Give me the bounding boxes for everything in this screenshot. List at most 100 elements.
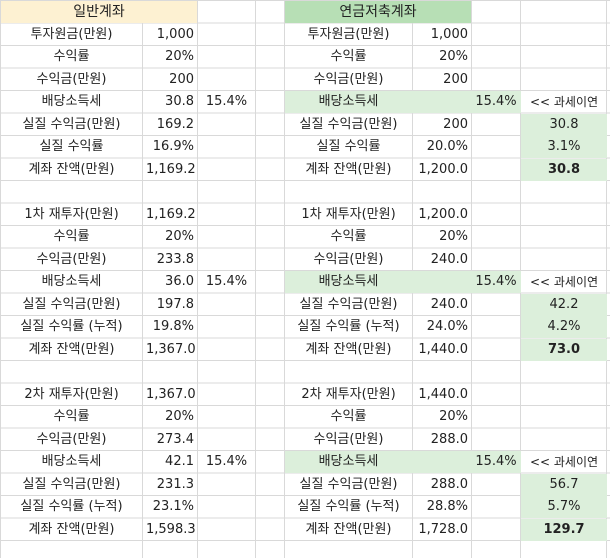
pension-row-label[interactable]: 2차 재투자(만원)	[301, 386, 396, 402]
pension-row-label[interactable]: 배당소득세	[318, 454, 379, 469]
pension-row-label[interactable]: 수익률	[330, 229, 367, 244]
pension-row-label[interactable]: 실질 수익금(만원)	[299, 116, 398, 132]
pension-row-label[interactable]: 배당소득세	[318, 94, 379, 109]
pension-row-label[interactable]: 실질 수익률 (누적)	[297, 499, 400, 514]
general-row-label[interactable]: 실질 수익금(만원)	[22, 116, 121, 132]
pension-row-value[interactable]: 1,440.0	[418, 386, 468, 402]
general-row-label[interactable]: 계좌 잔액(만원)	[28, 161, 115, 177]
general-row-label[interactable]: 실질 수익률 (누적)	[20, 319, 123, 334]
pension-row-value[interactable]: 1,440.0	[418, 341, 468, 357]
pension-row-label[interactable]: 계좌 잔액(만원)	[305, 341, 392, 357]
pension-row-label[interactable]: 투자원금(만원)	[307, 26, 390, 42]
general-row-value[interactable]: 42.1	[165, 454, 194, 469]
general-row-label[interactable]: 실질 수익금(만원)	[22, 476, 121, 492]
pension-row-value[interactable]	[413, 451, 471, 473]
general-row-value[interactable]: 1,598.3	[146, 521, 196, 537]
general-row-label[interactable]: 수익률	[53, 409, 90, 424]
general-row-label[interactable]: 2차 재투자(만원)	[24, 386, 119, 402]
general-row-value[interactable]: 200	[169, 71, 194, 87]
general-row-value[interactable]: 1,169.2	[146, 161, 196, 177]
pension-row-label[interactable]: 수익률	[330, 49, 367, 64]
general-row-label[interactable]: 계좌 잔액(만원)	[28, 521, 115, 537]
pension-row-value[interactable]: 288.0	[430, 476, 468, 492]
tax-deferral-note[interactable]: << 과세이연	[529, 95, 599, 109]
general-row-value[interactable]: 30.8	[165, 94, 194, 109]
general-row-label[interactable]: 계좌 잔액(만원)	[28, 341, 115, 357]
general-row-value[interactable]: 273.4	[156, 431, 194, 447]
general-row-label[interactable]: 수익금(만원)	[36, 431, 107, 447]
pension-row-value[interactable]: 1,000	[430, 26, 468, 42]
general-row-value[interactable]: 20%	[165, 409, 194, 424]
pension-row-label[interactable]: 수익금(만원)	[313, 251, 384, 267]
pension-tax-rate[interactable]: 15.4%	[475, 94, 517, 109]
difference-value[interactable]: 5.7%	[521, 496, 607, 518]
pension-row-value[interactable]: 24.0%	[426, 319, 468, 334]
difference-value[interactable]: 42.2	[521, 293, 607, 316]
general-row-label[interactable]: 수익금(만원)	[36, 251, 107, 267]
general-row-value[interactable]: 1,000	[156, 26, 194, 42]
general-row-label[interactable]: 수익금(만원)	[36, 71, 107, 87]
general-row-value[interactable]: 231.3	[156, 476, 194, 492]
pension-row-label[interactable]: 실질 수익금(만원)	[299, 296, 398, 312]
general-tax-rate[interactable]: 15.4%	[205, 274, 248, 289]
general-row-value[interactable]: 233.8	[156, 251, 194, 267]
pension-row-label[interactable]: 계좌 잔액(만원)	[305, 161, 392, 177]
pension-row-value[interactable]: 288.0	[430, 431, 468, 447]
pension-row-label[interactable]: 수익금(만원)	[313, 71, 384, 87]
difference-value[interactable]: 56.7	[521, 473, 607, 496]
pension-row-value[interactable]: 240.0	[430, 251, 468, 267]
pension-row-label[interactable]: 계좌 잔액(만원)	[305, 521, 392, 537]
difference-value[interactable]: 30.8	[521, 158, 607, 181]
general-row-value[interactable]: 169.2	[156, 116, 194, 132]
pension-row-value[interactable]: 20.0%	[426, 139, 468, 154]
difference-value[interactable]: 3.1%	[521, 136, 607, 158]
difference-value[interactable]: 30.8	[521, 113, 607, 136]
pension-row-value[interactable]: 1,200.0	[418, 206, 468, 222]
pension-row-value[interactable]: 28.8%	[426, 499, 468, 514]
pension-tax-highlight[interactable]	[285, 271, 521, 293]
general-row-value[interactable]: 19.8%	[152, 319, 194, 334]
general-row-value[interactable]: 16.9%	[152, 139, 194, 154]
pension-tax-rate[interactable]: 15.4%	[475, 454, 517, 469]
pension-row-value[interactable]: 1,200.0	[418, 161, 468, 177]
pension-row-label[interactable]: 1차 재투자(만원)	[301, 206, 396, 222]
difference-value[interactable]: 4.2%	[521, 316, 607, 338]
general-row-label[interactable]: 수익률	[53, 49, 90, 64]
general-row-value[interactable]: 1,367.0	[146, 341, 196, 357]
pension-row-label[interactable]: 실질 수익률	[316, 139, 381, 154]
pension-row-label[interactable]: 배당소득세	[318, 274, 379, 289]
general-row-value[interactable]: 1,367.0	[146, 386, 196, 402]
pension-row-label[interactable]: 수익률	[330, 409, 367, 424]
general-row-label[interactable]: 배당소득세	[41, 274, 102, 289]
pension-tax-highlight[interactable]	[285, 451, 521, 473]
tax-deferral-note[interactable]: << 과세이연	[529, 455, 599, 469]
pension-account-header[interactable]: 연금저축계좌	[285, 1, 471, 23]
general-row-label[interactable]: 1차 재투자(만원)	[24, 206, 119, 222]
general-row-label[interactable]: 수익률	[53, 229, 90, 244]
pension-row-label[interactable]: 수익금(만원)	[313, 431, 384, 447]
pension-row-value[interactable]: 240.0	[430, 296, 468, 312]
general-row-value[interactable]: 1,169.2	[146, 206, 196, 222]
general-tax-rate[interactable]: 15.4%	[205, 94, 248, 109]
general-row-label[interactable]: 실질 수익금(만원)	[22, 296, 121, 312]
general-row-label[interactable]: 투자원금(만원)	[30, 26, 113, 42]
difference-value[interactable]: 73.0	[521, 338, 607, 361]
general-row-label[interactable]: 배당소득세	[41, 94, 102, 109]
general-row-value[interactable]: 20%	[165, 229, 194, 244]
pension-row-value[interactable]: 200	[443, 71, 468, 87]
general-row-label[interactable]: 배당소득세	[41, 454, 102, 469]
general-row-value[interactable]: 36.0	[165, 274, 194, 289]
general-row-value[interactable]: 197.8	[156, 296, 194, 312]
pension-row-value[interactable]	[413, 91, 471, 113]
general-row-value[interactable]: 23.1%	[152, 499, 194, 514]
pension-row-value[interactable]: 20%	[439, 229, 468, 244]
pension-tax-highlight[interactable]	[285, 91, 521, 113]
pension-row-value[interactable]: 200	[443, 116, 468, 132]
general-row-value[interactable]: 20%	[165, 49, 194, 64]
tax-deferral-note[interactable]: << 과세이연	[529, 275, 599, 289]
general-tax-rate[interactable]: 15.4%	[205, 454, 248, 469]
general-account-header[interactable]: 일반계좌	[1, 1, 197, 23]
pension-row-value[interactable]: 20%	[439, 409, 468, 424]
general-row-label[interactable]: 실질 수익률	[39, 139, 104, 154]
